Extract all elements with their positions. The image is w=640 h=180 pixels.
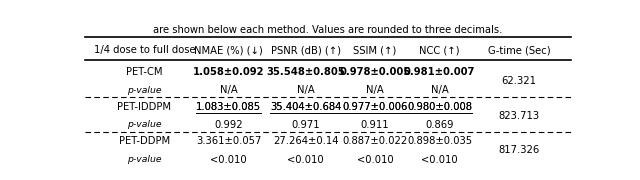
Text: p-value: p-value [127, 155, 162, 164]
Text: 35.404±0.684: 35.404±0.684 [270, 102, 341, 112]
Text: 0.977±0.006: 0.977±0.006 [342, 102, 408, 112]
Text: 62.321: 62.321 [502, 76, 536, 86]
Text: <0.010: <0.010 [421, 154, 458, 165]
Text: 0.898±0.035: 0.898±0.035 [407, 136, 472, 147]
Text: 35.548±0.805: 35.548±0.805 [266, 67, 345, 77]
Text: 0.981±0.007: 0.981±0.007 [404, 67, 476, 77]
Text: 1.058±0.092: 1.058±0.092 [193, 67, 264, 77]
Text: N/A: N/A [431, 85, 449, 95]
Text: N/A: N/A [220, 85, 237, 95]
Text: 0.971: 0.971 [291, 120, 320, 130]
Text: PET-DDPM: PET-DDPM [119, 136, 170, 147]
Text: NCC (↑): NCC (↑) [419, 45, 460, 55]
Text: N/A: N/A [366, 85, 384, 95]
Text: 0.992: 0.992 [214, 120, 243, 130]
Text: 823.713: 823.713 [499, 111, 540, 121]
Text: 0.978±0.005: 0.978±0.005 [339, 67, 411, 77]
Text: 0.869: 0.869 [426, 120, 454, 130]
Text: <0.010: <0.010 [211, 154, 247, 165]
Text: 0.911: 0.911 [361, 120, 389, 130]
Text: NMAE (%) (↓): NMAE (%) (↓) [195, 45, 263, 55]
Text: PET-CM: PET-CM [126, 67, 163, 77]
Text: 35.404±0.684: 35.404±0.684 [270, 102, 341, 112]
Text: p-value: p-value [127, 120, 162, 129]
Text: SSIM (↑): SSIM (↑) [353, 45, 397, 55]
Text: <0.010: <0.010 [287, 154, 324, 165]
Text: 817.326: 817.326 [499, 145, 540, 156]
Text: 0.977±0.006: 0.977±0.006 [342, 102, 408, 112]
Text: 0.980±0.008: 0.980±0.008 [407, 102, 472, 112]
Text: PET-IDDPM: PET-IDDPM [118, 102, 172, 112]
Text: p-value: p-value [127, 86, 162, 95]
Text: PSNR (dB) (↑): PSNR (dB) (↑) [271, 45, 340, 55]
Text: 27.264±0.14: 27.264±0.14 [273, 136, 339, 147]
Text: 3.361±0.057: 3.361±0.057 [196, 136, 262, 147]
Text: G-time (Sec): G-time (Sec) [488, 45, 550, 55]
Text: 1/4 dose to full dose: 1/4 dose to full dose [93, 45, 195, 55]
Text: N/A: N/A [297, 85, 314, 95]
Text: 0.887±0.022: 0.887±0.022 [342, 136, 408, 147]
Text: <0.010: <0.010 [357, 154, 394, 165]
Text: 1.083±0.085: 1.083±0.085 [196, 102, 261, 112]
Text: 0.980±0.008: 0.980±0.008 [407, 102, 472, 112]
Text: 1.083±0.085: 1.083±0.085 [196, 102, 261, 112]
Text: are shown below each method. Values are rounded to three decimals.: are shown below each method. Values are … [154, 25, 502, 35]
